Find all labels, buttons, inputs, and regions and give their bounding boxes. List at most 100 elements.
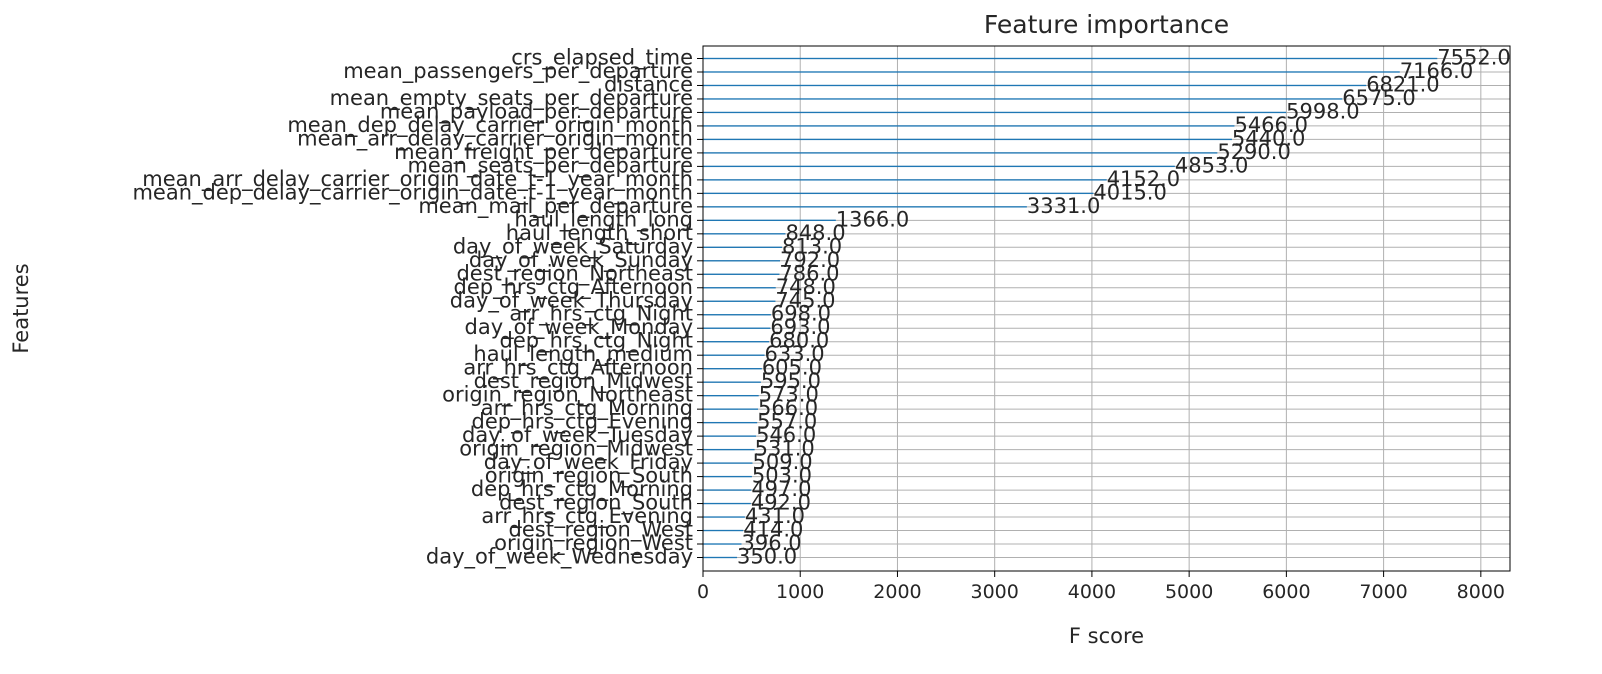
y-tick-label: mean_mail_per_departure bbox=[418, 194, 693, 219]
bar bbox=[703, 206, 1027, 208]
bar-value-label: 573.0 bbox=[759, 383, 819, 407]
bar-value-label: 813.0 bbox=[782, 234, 842, 258]
y-tick-label: arr_hrs_ctg_Morning bbox=[481, 396, 693, 421]
bar-value-label: 693.0 bbox=[770, 315, 830, 339]
bar-value-label: 350.0 bbox=[737, 545, 797, 569]
bar bbox=[703, 57, 1438, 60]
y-tick-label: haul_length_short bbox=[506, 221, 693, 246]
bar-value-label: 4853.0 bbox=[1175, 153, 1248, 177]
bar-value-label: 680.0 bbox=[769, 329, 829, 353]
bar-value-label: 698.0 bbox=[771, 302, 831, 326]
y-tick-label: day_of_week_Saturday bbox=[453, 234, 693, 259]
chart-title: Feature importance bbox=[984, 10, 1229, 39]
bar bbox=[703, 71, 1400, 73]
y-tick-label: day_of_week_Tuesday bbox=[462, 423, 693, 448]
y-tick-label: origin_region_West bbox=[494, 531, 693, 556]
y-tick-label: dest_region_Midwest bbox=[474, 369, 693, 394]
bar bbox=[703, 368, 762, 370]
bar bbox=[703, 327, 771, 329]
bar bbox=[703, 394, 759, 397]
bar bbox=[703, 111, 1287, 114]
x-axis-ticks: 0 1000 2000 3000 4000 5000 6000 7000 8000 bbox=[697, 571, 1505, 603]
y-tick-label: mean_freight_per_departure bbox=[394, 140, 693, 165]
y-tick-label: haul_length_long bbox=[514, 207, 693, 232]
bar-value-label: 431.0 bbox=[745, 504, 805, 528]
bar-value-label: 396.0 bbox=[742, 531, 802, 555]
bar-value-label: 557.0 bbox=[757, 410, 817, 434]
bar-value-label: 4152.0 bbox=[1107, 167, 1180, 191]
y-tick-label: mean_empty_seats_per_departure bbox=[330, 86, 693, 111]
bar bbox=[703, 421, 758, 424]
bar bbox=[703, 529, 744, 532]
y-tick-label: mean_arr_delay_carrier_origin_month bbox=[297, 126, 693, 151]
bar bbox=[703, 408, 759, 410]
bar-value-label: 5440.0 bbox=[1232, 126, 1305, 150]
bar-value-label: 605.0 bbox=[762, 356, 822, 380]
bar-value-label: 595.0 bbox=[761, 369, 821, 393]
bar bbox=[703, 152, 1218, 154]
bar-value-label: 492.0 bbox=[751, 491, 811, 515]
bar-value-label: 7166.0 bbox=[1400, 59, 1473, 83]
bar bbox=[703, 98, 1343, 100]
y-tick-label: arr_hrs_ctg_Evening bbox=[481, 504, 693, 529]
y-tick-label: origin_region_South bbox=[485, 464, 693, 489]
y-tick-label: dep_hrs_ctg_Night bbox=[500, 329, 694, 354]
bar-value-label: 786.0 bbox=[779, 261, 839, 285]
bar bbox=[703, 448, 755, 451]
bar-value-label: 503.0 bbox=[752, 464, 812, 488]
x-tick-label: 0 bbox=[697, 581, 709, 603]
x-tick-label: 3000 bbox=[971, 581, 1019, 603]
plot-area-frame bbox=[702, 45, 1511, 572]
x-tick-label: 1000 bbox=[776, 581, 824, 603]
bar bbox=[703, 341, 770, 343]
y-tick-label: mean_dep_delay_carrier_origin_date_t-1_y… bbox=[132, 180, 693, 205]
y-tick-label: dep_hrs_ctg_Morning bbox=[471, 477, 693, 502]
bar bbox=[703, 381, 761, 383]
bar bbox=[703, 556, 738, 559]
y-tick-label: mean_passengers_per_departure bbox=[343, 59, 693, 84]
y-tick-label: mean_dep_delay_carrier_origin_month bbox=[287, 113, 693, 138]
bar-value-label: 7552.0 bbox=[1437, 46, 1510, 70]
bar bbox=[703, 543, 742, 545]
bar bbox=[703, 165, 1175, 168]
bar bbox=[703, 138, 1232, 141]
bar-value-label: 5466.0 bbox=[1234, 113, 1307, 137]
y-tick-label: dest_region_West bbox=[509, 518, 693, 543]
bar bbox=[703, 475, 752, 478]
bar-value-label: 848.0 bbox=[785, 221, 845, 245]
bar-value-label: 3331.0 bbox=[1027, 194, 1100, 218]
bar-value-label: 4015.0 bbox=[1093, 180, 1166, 204]
bar bbox=[703, 300, 776, 302]
bar-value-label: 414.0 bbox=[743, 518, 803, 542]
bar bbox=[703, 354, 765, 356]
y-tick-label: dest_region_Northeast bbox=[456, 261, 693, 286]
x-tick-label: 5000 bbox=[1165, 581, 1213, 603]
bar bbox=[703, 233, 786, 235]
bar bbox=[703, 260, 781, 262]
bar-value-label: 5998.0 bbox=[1286, 99, 1359, 123]
y-axis-ticks: crs_elapsed_timemean_passengers_per_depa… bbox=[132, 46, 703, 570]
y-axis-label: Features bbox=[9, 263, 33, 353]
y-tick-label: mean_payload_per_departure bbox=[380, 99, 693, 124]
bar bbox=[703, 219, 836, 222]
bar-value-label: 531.0 bbox=[755, 437, 815, 461]
bar-value-label: 633.0 bbox=[765, 342, 825, 366]
bar-value-label: 745.0 bbox=[775, 288, 835, 312]
y-tick-label: arr_hrs_ctg_Night bbox=[509, 302, 693, 327]
bar-value-label: 5290.0 bbox=[1217, 140, 1290, 164]
bar bbox=[703, 502, 751, 505]
y-tick-label: haul_length_medium bbox=[473, 342, 693, 367]
y-tick-label: day_of_week_Thursday bbox=[450, 288, 693, 313]
bar-value-label: 6575.0 bbox=[1342, 86, 1415, 110]
y-tick-label: day_of_week_Friday bbox=[484, 450, 693, 475]
y-tick-label: mean_seats_per_departure bbox=[407, 153, 693, 178]
x-tick-label: 7000 bbox=[1359, 581, 1407, 603]
bar-value-label: 497.0 bbox=[751, 477, 811, 501]
bar bbox=[703, 273, 780, 275]
bar bbox=[703, 179, 1107, 181]
y-tick-label: day_of_week_Sunday bbox=[469, 248, 693, 273]
bar-value-label: 6821.0 bbox=[1366, 72, 1439, 96]
bar bbox=[703, 287, 776, 289]
bar bbox=[703, 246, 783, 248]
x-tick-label: 4000 bbox=[1068, 581, 1116, 603]
